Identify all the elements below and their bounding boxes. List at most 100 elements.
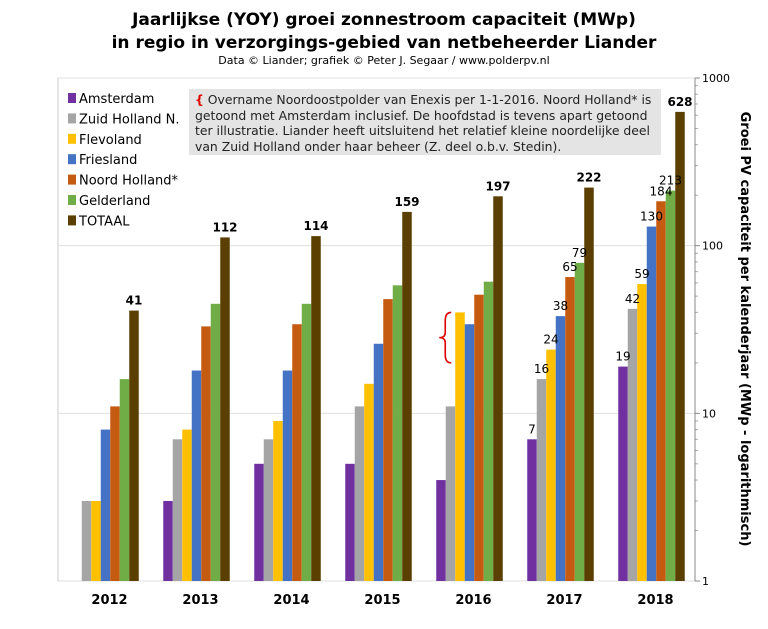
- legend-label-totaal: TOTAAL: [78, 214, 130, 229]
- bar-totaal-2012: [129, 310, 139, 581]
- y-tick-label-10: 10: [702, 407, 716, 420]
- bar-gelderland-2017: [574, 262, 585, 581]
- bar-noordholland-2017: [565, 277, 575, 581]
- bar-friesland-2016: [464, 324, 475, 581]
- bar-totaal-2018: [675, 111, 685, 582]
- data-label-2018-5: 213: [659, 174, 682, 188]
- x-tick-label-2012: 2012: [91, 593, 127, 608]
- bar-flevoland-2014: [273, 421, 283, 581]
- bar-flevoland-2017: [546, 349, 556, 581]
- bar-gelderland-2016: [483, 281, 494, 581]
- bar-totaal-2013: [220, 237, 230, 582]
- data-label-2012-6: 41: [126, 294, 143, 308]
- legend-swatch-gelderland: [68, 195, 76, 205]
- bar-amsterdam-2016: [436, 480, 446, 581]
- data-label-2018-4: 184: [650, 184, 673, 198]
- x-tick-label-2013: 2013: [182, 593, 218, 608]
- bar-zuidhollandn-2018: [627, 308, 638, 581]
- bar-amsterdam-2013: [163, 501, 173, 581]
- bar-zuidhollandn-2012: [81, 501, 92, 581]
- bar-flevoland-2015: [364, 383, 374, 581]
- bar-friesland-2012: [100, 429, 111, 581]
- bar-amsterdam-2018: [618, 366, 628, 581]
- bar-friesland-2017: [555, 316, 566, 581]
- x-tick-label-2015: 2015: [364, 593, 400, 608]
- bar-amsterdam-2014: [254, 463, 264, 581]
- bar-friesland-2015: [373, 343, 384, 581]
- annotation-brace: {: [195, 92, 204, 107]
- data-label-2018-0: 19: [615, 350, 630, 364]
- bar-zuidhollandn-2015: [354, 406, 365, 581]
- bar-zuidhollandn-2017: [536, 379, 547, 581]
- bar-noordholland-2016: [474, 294, 484, 581]
- bar-gelderland-2013: [210, 303, 221, 581]
- bar-flevoland-2016: [455, 312, 465, 581]
- bar-friesland-2018: [646, 226, 657, 581]
- data-label-2016-6: 197: [485, 179, 510, 193]
- data-label-2017-0: 7: [528, 422, 536, 436]
- bar-noordholland-2013: [201, 326, 211, 581]
- legend-label-zuidhollandn: Zuid Holland N.: [79, 112, 180, 127]
- bar-gelderland-2014: [301, 303, 312, 581]
- bar-noordholland-2012: [110, 406, 120, 581]
- legend-label-friesland: Friesland: [79, 153, 137, 168]
- y-tick-label-1: 1: [702, 575, 709, 588]
- annotation-box: { Overname Noordoostpolder van Enexis pe…: [189, 89, 661, 155]
- legend-swatch-friesland: [68, 154, 76, 165]
- data-label-2017-4: 65: [562, 260, 577, 274]
- bar-flevoland-2018: [637, 284, 647, 581]
- data-label-2018-6: 628: [667, 95, 692, 109]
- legend-swatch-flevoland: [68, 133, 76, 144]
- y-tick-label-1000: 1000: [702, 72, 730, 85]
- bar-flevoland-2013: [182, 429, 192, 581]
- chart-subtitle: Data © Liander; grafiek © Peter J. Segaa…: [218, 54, 550, 67]
- data-label-2017-3: 38: [553, 299, 568, 313]
- bar-totaal-2017: [584, 187, 594, 581]
- bar-amsterdam-2017: [527, 439, 537, 581]
- bar-noordholland-2015: [383, 299, 393, 581]
- data-label-2018-3: 130: [640, 210, 663, 224]
- legend-label-flevoland: Flevoland: [79, 133, 142, 148]
- y-tick-label-100: 100: [702, 240, 723, 253]
- bar-gelderland-2012: [119, 379, 130, 581]
- bar-totaal-2015: [402, 211, 412, 581]
- data-label-2017-2: 24: [543, 333, 558, 347]
- bar-flevoland-2012: [91, 501, 101, 581]
- legend-swatch-amsterdam: [68, 93, 76, 103]
- data-label-2017-6: 222: [576, 171, 601, 185]
- bar-totaal-2014: [311, 236, 321, 582]
- data-label-2018-2: 59: [634, 267, 649, 281]
- bar-amsterdam-2015: [345, 463, 355, 581]
- data-label-2014-6: 114: [303, 219, 328, 233]
- bar-gelderland-2018: [665, 190, 676, 582]
- annotation-text: Overname Noordoostpolder van Enexis per …: [195, 92, 652, 154]
- data-label-2013-6: 112: [212, 220, 237, 234]
- legend-label-noordholland: Noord Holland*: [79, 174, 179, 189]
- x-tick-label-2016: 2016: [455, 593, 491, 608]
- bar-friesland-2013: [191, 370, 202, 581]
- bar-noordholland-2018: [656, 201, 666, 581]
- x-tick-label-2017: 2017: [546, 593, 582, 608]
- x-tick-label-2018: 2018: [637, 593, 673, 608]
- bar-zuidhollandn-2013: [172, 439, 183, 581]
- legend-label-amsterdam: Amsterdam: [79, 92, 154, 107]
- data-label-2015-6: 159: [394, 195, 419, 209]
- bar-noordholland-2014: [292, 324, 302, 581]
- y-axis-label: Groei PV capaciteit per kalenderjaar (MW…: [737, 112, 752, 547]
- data-label-2017-5: 79: [572, 246, 587, 260]
- legend-swatch-totaal: [68, 215, 76, 226]
- bar-friesland-2014: [282, 370, 293, 581]
- bar-zuidhollandn-2014: [263, 439, 274, 581]
- x-tick-label-2014: 2014: [273, 593, 309, 608]
- bar-zuidhollandn-2016: [445, 406, 456, 581]
- legend-label-gelderland: Gelderland: [79, 194, 150, 209]
- highlight-brace: [439, 311, 452, 364]
- chart-title-line1: Jaarlijkse (YOY) groei zonnestroom capac…: [132, 10, 636, 30]
- legend-swatch-noordholland: [68, 174, 76, 185]
- legend-swatch-zuidhollandn: [68, 113, 76, 124]
- bar-totaal-2016: [493, 196, 503, 581]
- chart-title-line2: in regio in verzorgings-gebied van netbe…: [111, 33, 657, 53]
- bar-gelderland-2015: [392, 285, 403, 581]
- data-label-2017-1: 16: [534, 362, 549, 376]
